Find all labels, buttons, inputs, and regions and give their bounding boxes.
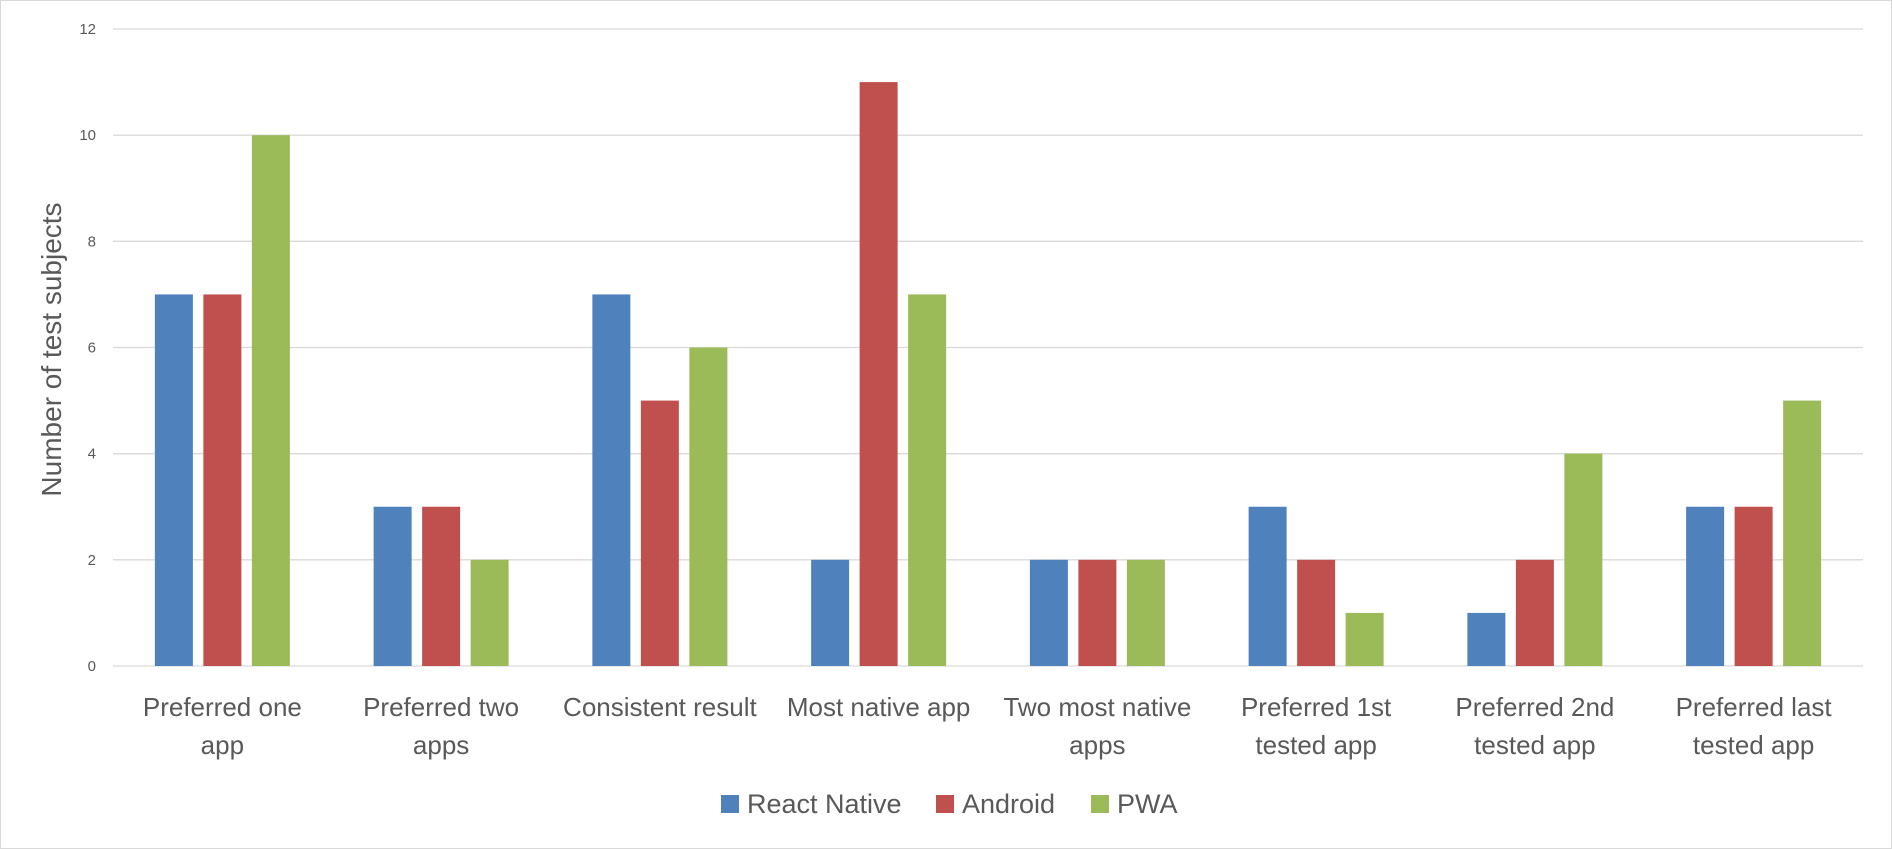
y-tick-label: 10 <box>79 127 96 144</box>
bar-pwa <box>470 559 509 666</box>
bar-android <box>422 506 461 666</box>
y-tick-label: 0 <box>88 658 96 675</box>
legend-swatch <box>1091 795 1109 813</box>
bar-android <box>1297 559 1336 666</box>
bar-pwa <box>1345 612 1384 666</box>
legend-label: Android <box>962 789 1055 819</box>
bar-android <box>859 82 898 667</box>
y-axis-title: Number of test subjects <box>36 202 67 496</box>
bar-pwa <box>1783 400 1822 666</box>
bar-react-native <box>1686 506 1725 666</box>
x-category-label: apps <box>1069 730 1125 760</box>
x-category-label: Consistent result <box>563 692 757 722</box>
bar-react-native <box>811 559 850 666</box>
bar-pwa <box>251 135 290 666</box>
bar-android <box>1734 506 1773 666</box>
legend: React Native Android PWA <box>721 789 1178 819</box>
y-tick-label: 12 <box>79 21 96 38</box>
legend-swatch <box>721 795 739 813</box>
bars <box>154 82 1822 667</box>
x-category-label: tested app <box>1474 730 1595 760</box>
bar-pwa <box>689 347 728 666</box>
bar-react-native <box>373 506 412 666</box>
y-tick-label: 6 <box>88 340 96 357</box>
x-axis-category-labels: Preferred one app Preferred two apps Consist… <box>143 692 1833 760</box>
bar-pwa <box>1126 559 1165 666</box>
legend-swatch <box>936 795 954 813</box>
y-tick-label: 4 <box>88 446 96 463</box>
x-category-label: Preferred two <box>363 692 519 722</box>
x-category-label: Preferred 2nd <box>1455 692 1614 722</box>
legend-label: React Native <box>747 789 902 819</box>
legend-label: PWA <box>1117 789 1178 819</box>
bar-android <box>203 294 242 666</box>
bar-react-native <box>154 294 193 666</box>
x-category-label: apps <box>413 730 469 760</box>
bar-pwa <box>1564 453 1603 666</box>
x-category-label: app <box>201 730 244 760</box>
x-category-label: tested app <box>1693 730 1814 760</box>
y-tick-label: 8 <box>88 233 96 250</box>
x-category-label: tested app <box>1255 730 1376 760</box>
bar-react-native <box>592 294 631 666</box>
bar-react-native <box>1029 559 1068 666</box>
x-category-label: Two most native <box>1003 692 1191 722</box>
bar-android <box>1078 559 1117 666</box>
bar-react-native <box>1248 506 1287 666</box>
x-category-label: Preferred one <box>143 692 302 722</box>
bar-android <box>1515 559 1554 666</box>
x-category-label: Preferred 1st <box>1241 692 1392 722</box>
x-category-label: Preferred last <box>1676 692 1833 722</box>
bar-android <box>640 400 679 666</box>
bar-pwa <box>908 294 947 666</box>
y-tick-label: 2 <box>88 552 96 569</box>
y-axis-ticks: 0 2 4 6 8 10 12 <box>79 21 96 675</box>
bar-react-native <box>1467 612 1506 666</box>
x-category-label: Most native app <box>787 692 971 722</box>
